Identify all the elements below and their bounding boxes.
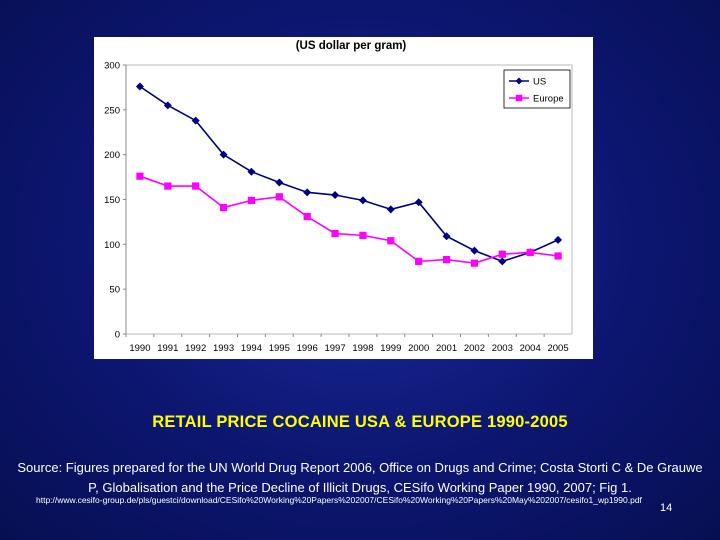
series-line-europe <box>139 175 559 264</box>
source-citation: Source: Figures prepared for the UN Worl… <box>17 460 703 495</box>
data-point-europe <box>498 250 506 258</box>
data-point-europe <box>554 252 562 260</box>
data-point-us <box>358 196 367 205</box>
data-point-us <box>331 191 340 200</box>
series-us <box>135 82 563 266</box>
x-axis: 1990 1991 1992 1993 1994 1995 1996 1997 1998 1999… <box>125 334 569 354</box>
y-tick-label: 0 <box>115 330 120 341</box>
x-tick-label: 2003 <box>492 343 513 354</box>
data-point-europe <box>415 257 423 265</box>
x-tick-label: 1990 <box>129 343 150 354</box>
data-point-europe <box>303 212 311 221</box>
data-point-europe <box>192 182 200 190</box>
data-point-europe <box>164 182 172 190</box>
y-tick-label: 100 <box>104 240 120 251</box>
legend-marker-us <box>515 77 523 85</box>
x-tick-label: 2005 <box>547 343 568 354</box>
x-tick-label: 1994 <box>241 343 262 354</box>
data-point-europe <box>359 231 367 239</box>
y-tick-label: 250 <box>104 105 120 116</box>
series-europe <box>136 172 562 267</box>
data-point-europe <box>219 203 228 212</box>
legend-box <box>503 69 571 109</box>
data-point-us <box>442 232 451 241</box>
data-point-europe <box>526 248 534 257</box>
y-tick-label: 200 <box>104 150 120 161</box>
data-point-europe <box>331 229 339 238</box>
data-point-us <box>470 246 479 255</box>
page-number: 14 <box>660 502 673 514</box>
x-tick-label: 1999 <box>380 343 401 354</box>
legend-label-us: US <box>533 77 546 88</box>
x-tick-label: 2002 <box>464 343 485 354</box>
data-point-us <box>275 178 284 187</box>
price-line-chart: (US dollar per gram) 300250200150100500 … <box>104 40 573 354</box>
x-tick-label: 2001 <box>436 343 457 354</box>
series-layer <box>135 82 563 267</box>
data-point-us <box>386 205 395 214</box>
data-point-us <box>498 257 507 266</box>
data-point-us <box>191 116 200 125</box>
x-tick-label: 1998 <box>352 343 373 354</box>
data-point-us <box>303 188 312 197</box>
y-tick-label: 50 <box>109 285 120 296</box>
slide-title: RETAIL PRICE COCAINE USA & EUROPE 1990-2… <box>152 413 568 431</box>
data-point-us <box>219 150 228 159</box>
data-point-us <box>414 198 423 207</box>
legend-marker-europe <box>515 94 523 102</box>
series-line-us <box>139 85 559 263</box>
x-tick-label: 2004 <box>520 343 541 354</box>
data-point-us <box>163 101 172 110</box>
chart-panel: (US dollar per gram) 300 250 200 150 100 50 0 … <box>94 37 593 359</box>
data-point-europe <box>247 196 256 204</box>
data-point-europe <box>275 193 283 201</box>
data-point-europe <box>387 237 395 245</box>
x-tick-label: 1996 <box>297 343 318 354</box>
chart-title: (US dollar per gram) <box>296 40 407 52</box>
data-point-europe <box>442 255 451 264</box>
x-tick-label: 1991 <box>157 343 178 354</box>
x-tick-label: 1993 <box>213 343 234 354</box>
y-tick-label: 300 <box>104 61 120 72</box>
x-tick-label: 2000 <box>408 343 429 354</box>
y-axis: 300 250 200 150 100 50 0 <box>104 61 573 341</box>
x-tick-label: 1992 <box>185 343 206 354</box>
x-tick-label: 1997 <box>324 343 345 354</box>
data-point-europe <box>136 172 144 180</box>
legend: US Europe <box>503 69 571 109</box>
data-point-us <box>247 167 256 176</box>
legend-label-europe: Europe <box>533 94 564 105</box>
y-tick-label: 150 <box>104 195 120 206</box>
source-url-link[interactable]: http://www.cesifo-group.de/pls/guestci/d… <box>36 495 642 505</box>
data-point-europe <box>470 259 479 267</box>
data-point-us <box>554 235 563 244</box>
x-tick-label: 1995 <box>269 343 290 354</box>
data-point-us <box>135 82 144 91</box>
